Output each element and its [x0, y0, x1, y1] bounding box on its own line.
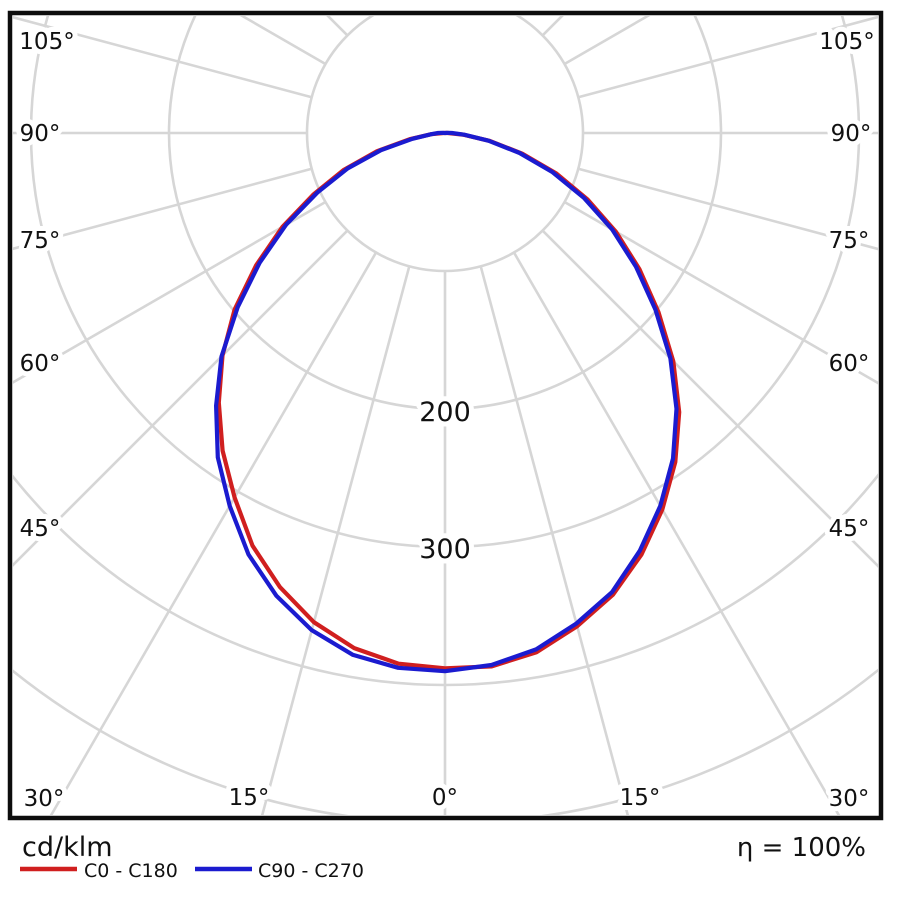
angle-label-3-60: 60°: [20, 351, 61, 377]
legend-item-c90-c270: C90 - C270: [195, 860, 364, 882]
efficiency-label: η = 100%: [737, 833, 866, 863]
angle-label-8-15: 15°: [620, 785, 661, 811]
grid-ray-left-60: [13, 200, 327, 384]
angle-label-4-45: 45°: [20, 516, 61, 542]
intensity-curves: [214, 130, 682, 674]
curve-c90-c270: [214, 130, 679, 674]
radial-axis-labels: 200 300: [414, 392, 476, 570]
grid-ray-left-105: [13, 16, 313, 99]
legend-item-c0-c180: C0 - C180: [20, 860, 178, 882]
unit-label: cd/klm: [22, 832, 113, 863]
angle-label-14-105: 105°: [819, 29, 874, 55]
angle-label-13-90: 90°: [831, 121, 872, 147]
grid-ray-left-75: [13, 167, 313, 251]
grid-ray-right-45: [541, 229, 878, 568]
grid-ray-right-75: [577, 167, 878, 251]
radial-label-200: 200: [419, 397, 471, 428]
angle-label-11-60: 60°: [829, 351, 870, 377]
grid-ray-right-30: [512, 251, 841, 815]
angle-axis-labels: 105° 90° 75° 60° 45° 30° 15° 0° 15° 30° 45° 60° 75° 9…: [14, 24, 879, 817]
angle-label-7-0: 0°: [432, 785, 458, 811]
angle-label-5-30: 30°: [24, 786, 65, 812]
grid-ray-right-60: [563, 200, 878, 385]
angle-label-2-75: 75°: [20, 228, 61, 254]
grid-ray-left-45: [13, 229, 349, 567]
grid-ray-left-30: [49, 251, 378, 815]
radial-label-300: 300: [419, 534, 471, 565]
grid-ray-right-15: [479, 265, 630, 815]
grid-ray-right-105: [577, 16, 878, 99]
angle-label-6-15: 15°: [229, 785, 270, 811]
angle-label-9-30: 30°: [829, 786, 870, 812]
legend-label-c90-c270: C90 - C270: [258, 860, 364, 882]
legend: C0 - C180 C90 - C270: [20, 860, 364, 882]
angle-label-1-90: 90°: [20, 121, 61, 147]
angle-label-12-75: 75°: [829, 228, 870, 254]
grid-ray-left-15: [260, 265, 411, 815]
angle-label-10-45: 45°: [829, 516, 870, 542]
legend-label-c0-c180: C0 - C180: [84, 860, 178, 882]
angle-label-0-105: 105°: [19, 29, 74, 55]
